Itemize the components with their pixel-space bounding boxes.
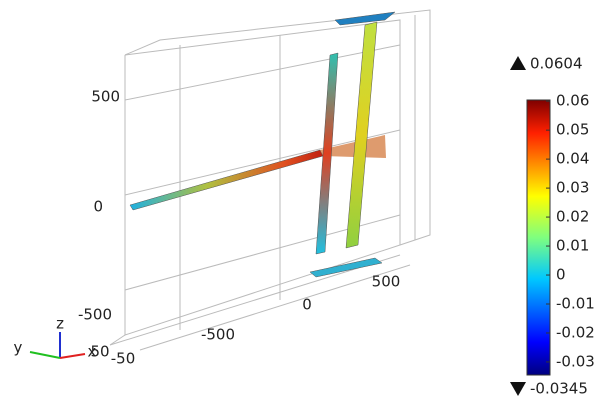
z-tick-label: 0 bbox=[93, 198, 103, 216]
y-tick-label: 50 bbox=[90, 343, 109, 361]
colorbar-tick-label: 0.01 bbox=[556, 237, 589, 255]
colorbar-min: -0.0345 bbox=[530, 380, 588, 398]
colorbar-tick-label: 0.06 bbox=[556, 92, 589, 110]
z-tick-label: 500 bbox=[91, 88, 120, 106]
colorbar: 0.0604 -0.0345 0.06 0.05 0.04 0.03 0.02 0.01 0… bbox=[510, 55, 595, 398]
x-tick-label: 0 bbox=[302, 296, 312, 314]
colorbar-tick-label: 0.05 bbox=[556, 121, 589, 139]
colorbar-gradient bbox=[527, 100, 550, 375]
colorbar-tick-label: 0 bbox=[556, 266, 566, 284]
colorbar-tick-label: 0.02 bbox=[556, 208, 589, 226]
colorbar-max: 0.0604 bbox=[530, 55, 583, 73]
x-tick-label: 500 bbox=[372, 273, 401, 291]
bounding-box bbox=[110, 10, 430, 350]
colorbar-tick-label: -0.03 bbox=[556, 352, 595, 370]
plot-window: z y x 500 0 -500 -500 0 500 50 -50 0.060… bbox=[0, 0, 608, 403]
colorbar-tick-label: 0.04 bbox=[556, 150, 589, 168]
x-tick-label: -500 bbox=[201, 326, 235, 344]
colorbar-tick-label: -0.01 bbox=[556, 295, 595, 313]
triad-label: y bbox=[14, 339, 23, 357]
page: {"axes": { "z_ticks": ["500", "0", "-500… bbox=[0, 0, 608, 403]
z-tick-label: -500 bbox=[78, 306, 112, 324]
triad-label: z bbox=[56, 315, 64, 333]
structure bbox=[130, 12, 395, 277]
y-tick-label: -50 bbox=[111, 350, 136, 368]
colorbar-tick-label: -0.02 bbox=[556, 323, 595, 341]
colorbar-tick-label: 0.03 bbox=[556, 179, 589, 197]
